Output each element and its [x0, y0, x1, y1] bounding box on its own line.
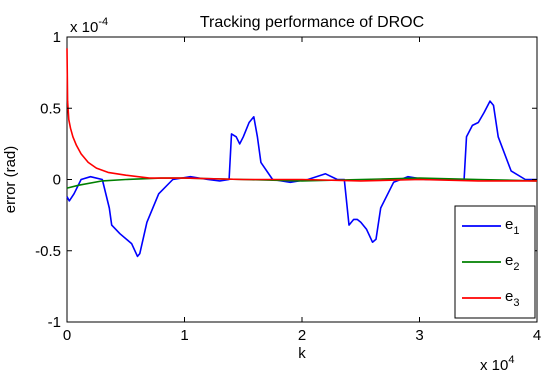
x-axis-label: k: [298, 345, 306, 362]
x-tick-label: 3: [415, 327, 423, 344]
legend-label-e3: e3: [505, 288, 519, 309]
series-line-e3: [66, 48, 537, 182]
legend-label-subscript: 1: [513, 225, 519, 237]
y-axis-multiplier: x 10-4: [70, 16, 108, 36]
chart-title: Tracking performance of DROC: [200, 14, 424, 31]
legend-label-e1: e1: [505, 216, 519, 237]
x-tick-label: 0: [63, 327, 71, 344]
x-tick-label: 4: [533, 327, 541, 344]
y-tick-label: -0.5: [35, 243, 61, 260]
x-axis-multiplier: x 104: [480, 354, 514, 374]
y-multiplier-exponent: -4: [98, 16, 108, 28]
x-tick-label: 1: [180, 327, 188, 344]
legend-label-subscript: 2: [513, 261, 519, 273]
legend-label-base: e: [505, 252, 513, 269]
legend-label-e2: e2: [505, 252, 519, 273]
y-tick-label: -1: [48, 314, 61, 331]
legend-label-base: e: [505, 216, 513, 233]
y-tick-label: 1: [53, 29, 61, 46]
y-tick-label: 0.5: [40, 100, 61, 117]
legend-label-base: e: [505, 288, 513, 305]
y-tick-label: 0: [53, 172, 61, 189]
y-multiplier-base: x 10: [70, 19, 98, 36]
x-multiplier-exponent: 4: [508, 354, 514, 366]
y-axis-label: error (rad): [2, 146, 19, 214]
axis-ticks: 0 1 2 3 4 1 0.5 0 -0.5 -1: [35, 29, 541, 344]
legend-label-subscript: 3: [513, 297, 519, 309]
series-line-e1: [66, 100, 537, 258]
x-multiplier-base: x 10: [480, 357, 508, 374]
x-tick-label: 2: [298, 327, 306, 344]
